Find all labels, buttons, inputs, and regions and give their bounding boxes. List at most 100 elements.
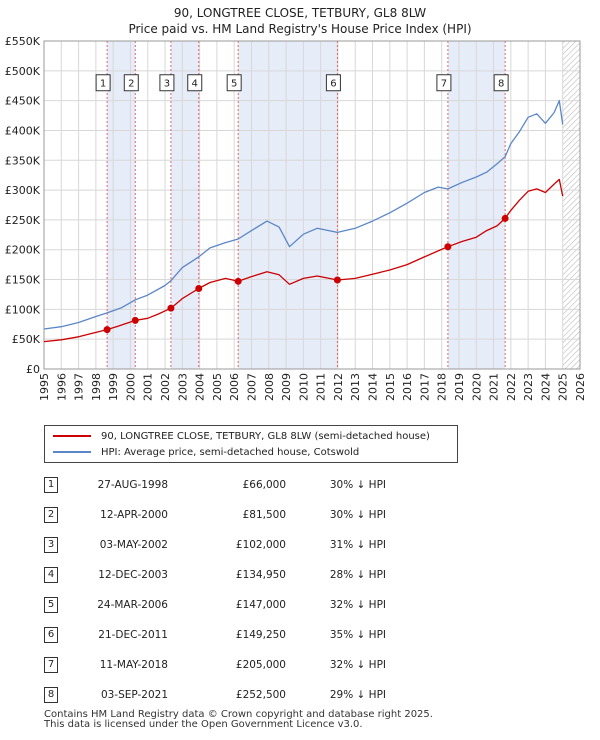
sale-row: 5 24-MAR-2006 £147,000 32% ↓ HPI — [44, 590, 386, 620]
x-tick-label: 2014 — [367, 373, 380, 401]
sale-number-cell: 2 — [44, 500, 64, 530]
sale-date: 21-DEC-2011 — [98, 629, 168, 641]
sale-row: 3 03-MAY-2002 £102,000 31% ↓ HPI — [44, 530, 386, 560]
y-tick-label: £450K — [5, 95, 41, 108]
x-tick-label: 2006 — [228, 373, 241, 401]
x-tick-label: 2015 — [384, 373, 397, 401]
x-tick-label: 2024 — [539, 373, 552, 401]
sale-marker-box — [325, 74, 341, 92]
sale-number: 1 — [44, 477, 58, 493]
x-tick-label: 2025 — [557, 373, 570, 401]
sale-marker-label: 4 — [192, 79, 198, 90]
sale-marker-box — [436, 74, 452, 92]
x-tick-label: 1999 — [107, 373, 120, 401]
sale-hpi-diff: 35% ↓ HPI — [329, 629, 386, 641]
x-tick-label: 2018 — [436, 373, 449, 401]
sale-number-cell: 5 — [44, 590, 64, 620]
x-tick-label: 1996 — [55, 373, 68, 401]
y-tick-label: £350K — [5, 154, 41, 167]
sale-row: 1 27-AUG-1998 £66,000 30% ↓ HPI — [44, 470, 386, 500]
legend-label-hpi: HPI: Average price, semi-detached house,… — [101, 446, 360, 458]
legend-swatch-hpi — [53, 451, 91, 453]
series-line-property — [43, 178, 564, 343]
sale-row: 2 12-APR-2000 £81,500 30% ↓ HPI — [44, 500, 386, 530]
x-tick-label: 2026 — [574, 373, 587, 401]
sale-number-cell: 3 — [44, 530, 64, 560]
x-tick-label: 2001 — [142, 373, 155, 401]
sale-hpi-diff: 28% ↓ HPI — [329, 569, 386, 581]
x-tick-label: 2009 — [280, 373, 293, 401]
sale-marker-box — [493, 74, 509, 92]
x-tick-label: 1995 — [38, 373, 51, 401]
x-tick-label: 2007 — [245, 373, 258, 401]
sale-price: £102,000 — [235, 539, 286, 551]
sale-price: £81,500 — [242, 509, 286, 521]
sale-date: 03-MAY-2002 — [99, 539, 168, 551]
sale-date: 03-SEP-2021 — [100, 689, 168, 701]
sale-number: 7 — [44, 657, 58, 673]
y-tick-label: £150K — [5, 274, 41, 287]
x-tick-label: 2021 — [488, 373, 501, 401]
sale-number: 6 — [44, 627, 58, 643]
sale-price: £205,000 — [235, 659, 286, 671]
sale-marker-box — [187, 74, 203, 92]
price-chart: 90, LONGTREE CLOSE, TETBURY, GL8 8LW Pri… — [5, 6, 587, 401]
sale-hpi-diff: 32% ↓ HPI — [329, 599, 386, 611]
y-tick-label: £100K — [5, 303, 41, 316]
legend-item-property: 90, LONGTREE CLOSE, TETBURY, GL8 8LW (se… — [53, 428, 430, 444]
x-tick-label: 1998 — [90, 373, 103, 401]
sale-price: £147,000 — [235, 599, 286, 611]
footer-copyright: Contains HM Land Registry data © Crown c… — [44, 709, 433, 720]
sale-marker-label: 1 — [100, 79, 106, 90]
sale-number-cell: 1 — [44, 470, 64, 500]
sale-hpi-diff: 29% ↓ HPI — [329, 689, 386, 701]
legend-label-property: 90, LONGTREE CLOSE, TETBURY, GL8 8LW (se… — [101, 430, 430, 442]
plot-frame — [43, 40, 581, 370]
sale-date: 12-DEC-2003 — [98, 569, 168, 581]
sale-marker-label: 5 — [231, 79, 237, 90]
x-tick-label: 2011 — [315, 373, 328, 401]
sale-point — [195, 285, 203, 293]
sale-number-cell: 6 — [44, 620, 64, 650]
legend-item-hpi: HPI: Average price, semi-detached house,… — [53, 444, 359, 460]
sale-marker-box — [159, 74, 175, 92]
legend-swatch-property — [53, 435, 91, 437]
sale-number: 8 — [44, 687, 58, 703]
y-tick-label: £500K — [5, 65, 41, 78]
chart-subtitle: Price paid vs. HM Land Registry's House … — [128, 22, 471, 36]
y-tick-label: £250K — [5, 214, 41, 227]
sale-point — [103, 326, 111, 334]
x-tick-label: 2000 — [124, 373, 137, 401]
sale-number: 2 — [44, 507, 58, 523]
sale-number: 5 — [44, 597, 58, 613]
sale-hpi-diff: 31% ↓ HPI — [329, 539, 386, 551]
sale-point — [131, 316, 139, 324]
sales-table: 1 27-AUG-1998 £66,000 30% ↓ HPI 2 12-APR-2000… — [44, 470, 386, 710]
sale-point — [167, 304, 175, 312]
x-tick-label: 2020 — [470, 373, 483, 401]
footer-licence: This data is licensed under the Open Gov… — [44, 719, 363, 730]
sale-date: 12-APR-2000 — [100, 509, 168, 521]
sale-number-cell: 4 — [44, 560, 64, 590]
x-tick-label: 2016 — [401, 373, 414, 401]
sale-marker-box — [226, 74, 242, 92]
sale-row: 6 21-DEC-2011 £149,250 35% ↓ HPI — [44, 620, 386, 650]
y-tick-label: £50K — [12, 333, 41, 346]
sale-marker-box — [95, 74, 111, 92]
y-tick-label: £300K — [5, 184, 41, 197]
sale-date: 24-MAR-2006 — [97, 599, 168, 611]
chart-title: 90, LONGTREE CLOSE, TETBURY, GL8 8LW — [174, 6, 426, 20]
sale-marker-label: 3 — [164, 79, 170, 90]
sale-price: £134,950 — [235, 569, 286, 581]
sale-price: £66,000 — [242, 479, 286, 491]
sale-date: 27-AUG-1998 — [97, 479, 168, 491]
sale-number: 3 — [44, 537, 58, 553]
sale-point — [444, 243, 452, 251]
x-tick-label: 2023 — [522, 373, 535, 401]
x-tick-label: 2005 — [211, 373, 224, 401]
x-tick-label: 2022 — [505, 373, 518, 401]
x-tick-label: 2010 — [297, 373, 310, 401]
forecast-hatch — [562, 41, 580, 369]
y-tick-label: £550K — [5, 35, 41, 48]
x-tick-label: 2004 — [194, 373, 207, 401]
